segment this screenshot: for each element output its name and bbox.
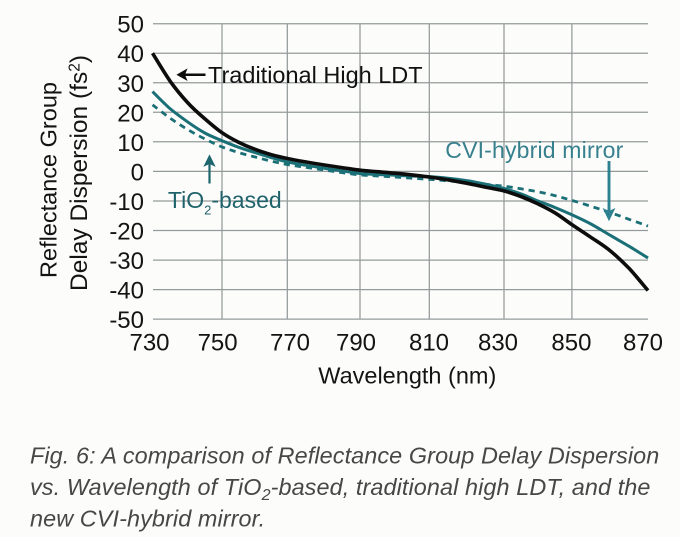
svg-text:870: 870 — [623, 330, 663, 357]
svg-text:Reflectance Group: Reflectance Group — [36, 82, 62, 278]
svg-text:20: 20 — [117, 100, 144, 127]
svg-text:30: 30 — [117, 71, 144, 98]
svg-text:Wavelength (nm): Wavelength (nm) — [318, 363, 496, 389]
svg-text:10: 10 — [117, 130, 144, 157]
svg-text:-10: -10 — [109, 189, 144, 216]
svg-text:new CVI-hybrid mirror.: new CVI-hybrid mirror. — [30, 506, 265, 532]
svg-text:830: 830 — [478, 330, 518, 357]
svg-text:50: 50 — [117, 12, 144, 39]
svg-text:-40: -40 — [109, 278, 144, 305]
svg-text:750: 750 — [198, 330, 238, 357]
svg-text:Fig. 6: A comparison of Reflec: Fig. 6: A comparison of Reflectance Grou… — [30, 443, 659, 469]
svg-text:Traditional High LDT: Traditional High LDT — [208, 62, 423, 88]
svg-text:-50: -50 — [109, 307, 144, 334]
svg-text:730: 730 — [129, 330, 169, 357]
svg-text:-30: -30 — [109, 248, 144, 275]
svg-text:TiO2-based: TiO2-based — [168, 187, 282, 218]
svg-text:Delay Dispersion (fs2): Delay Dispersion (fs2) — [66, 55, 93, 291]
svg-text:0: 0 — [131, 159, 144, 186]
svg-text:810: 810 — [409, 330, 449, 357]
svg-text:-20: -20 — [109, 219, 144, 246]
svg-text:vs. Wavelength of TiO2-based,: vs. Wavelength of TiO2-based, traditiona… — [30, 474, 651, 504]
svg-text:770: 770 — [270, 330, 310, 357]
svg-text:CVI-hybrid mirror: CVI-hybrid mirror — [445, 137, 623, 163]
svg-text:850: 850 — [551, 330, 591, 357]
svg-text:40: 40 — [117, 41, 144, 68]
svg-text:790: 790 — [336, 330, 376, 357]
